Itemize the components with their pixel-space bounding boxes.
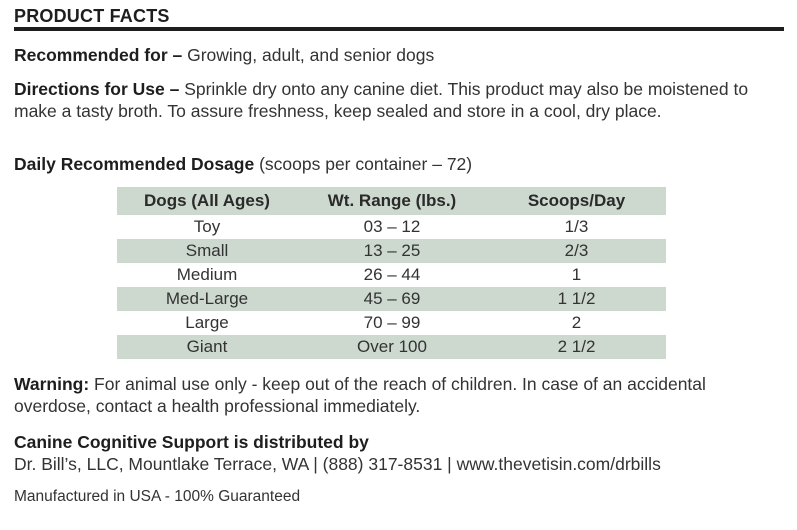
column-header-weight: Wt. Range (lbs.) xyxy=(297,187,487,215)
column-header-scoops: Scoops/Day xyxy=(487,187,666,215)
scoops-cell: 2 1/2 xyxy=(487,335,666,359)
recommended-label: Recommended for – xyxy=(14,45,183,65)
dog-size-cell: Giant xyxy=(117,335,297,359)
daily-dosage-heading: Daily Recommended Dosage (scoops per con… xyxy=(14,153,784,175)
table-row: Small 13 – 25 2/3 xyxy=(117,239,666,263)
table-row: Medium 26 – 44 1 xyxy=(117,263,666,287)
scoops-cell: 1/3 xyxy=(564,217,589,236)
table-row: Toy 03 – 12 1/3 xyxy=(117,215,666,239)
dosage-label: Daily Recommended Dosage xyxy=(14,154,255,174)
weight-range-cell: 13 – 25 xyxy=(297,239,487,263)
warning-body: For animal use only - keep out of the re… xyxy=(14,374,706,416)
weight-range-cell: 45 – 69 xyxy=(297,287,487,311)
scoops-cell: 2/3 xyxy=(487,239,666,263)
dog-size-cell: Medium xyxy=(176,265,238,284)
dog-size-cell: Toy xyxy=(193,217,221,236)
directions-text: Sprinkle dry onto any canine diet. This … xyxy=(14,79,749,121)
dosage-table: Dogs (All Ages) Wt. Range (lbs.) Scoops/… xyxy=(117,187,666,359)
section-title: PRODUCT FACTS xyxy=(14,6,170,26)
recommended-text: Growing, adult, and senior dogs xyxy=(182,45,435,65)
directions-for-use: Directions for Use – Sprinkle dry onto a… xyxy=(14,78,784,122)
weight-range-cell: Over 100 xyxy=(297,335,487,359)
scoops-cell: 2 xyxy=(571,313,582,332)
dog-size-cell: Med-Large xyxy=(117,287,297,311)
table-row: Med-Large 45 – 69 1 1/2 xyxy=(117,287,666,311)
manufactured-note: Manufactured in USA - 100% Guaranteed xyxy=(14,488,301,505)
dog-size-cell: Small xyxy=(117,239,297,263)
dosage-text: (scoops per container – 72) xyxy=(254,154,473,174)
weight-range-cell: 03 – 12 xyxy=(363,217,421,236)
table-header-row: Dogs (All Ages) Wt. Range (lbs.) Scoops/… xyxy=(117,187,666,215)
distributor-heading: Canine Cognitive Support is distributed … xyxy=(14,432,369,452)
column-header-dogs: Dogs (All Ages) xyxy=(117,187,297,215)
dog-size-cell: Large xyxy=(185,313,229,332)
directions-label: Directions for Use – xyxy=(14,79,180,99)
weight-range-cell: 26 – 44 xyxy=(363,265,421,284)
warning-label: Warning: xyxy=(14,374,90,394)
weight-range-cell: 70 – 99 xyxy=(363,313,421,332)
distributor-info: Canine Cognitive Support is distributed … xyxy=(14,431,784,475)
title-rule xyxy=(14,27,784,31)
table-row: Giant Over 100 2 1/2 xyxy=(117,335,666,359)
scoops-cell: 1 1/2 xyxy=(487,287,666,311)
recommended-for: Recommended for – Growing, adult, and se… xyxy=(14,44,784,66)
warning-text: Warning: For animal use only - keep out … xyxy=(14,373,784,417)
scoops-cell: 1 xyxy=(571,265,582,284)
table-row: Large 70 – 99 2 xyxy=(117,311,666,335)
distributor-details: Dr. Bill’s, LLC, Mountlake Terrace, WA |… xyxy=(14,454,661,474)
